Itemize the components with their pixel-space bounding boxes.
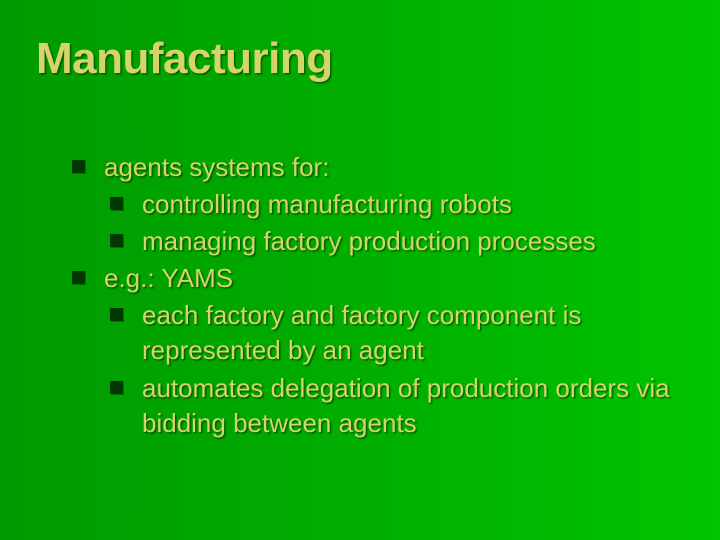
bullet-text: each factory and factory component is re… <box>142 300 581 365</box>
bullet-text: e.g.: YAMS <box>104 263 233 293</box>
bullet-text: agents systems for: <box>104 152 329 182</box>
bullet-item: each factory and factory component is re… <box>72 298 690 368</box>
bullet-item: managing factory production processes <box>72 224 690 259</box>
square-bullet-icon <box>110 197 123 210</box>
bullet-item: controlling manufacturing robots <box>72 187 690 222</box>
square-bullet-icon <box>110 381 123 394</box>
title-text: Manufacturing <box>36 34 333 83</box>
square-bullet-icon <box>72 271 85 284</box>
bullet-item: agents systems for: <box>72 150 690 185</box>
bullet-text: automates delegation of production order… <box>142 373 670 438</box>
bullet-item: automates delegation of production order… <box>72 371 690 441</box>
bullet-item: e.g.: YAMS <box>72 261 690 296</box>
square-bullet-icon <box>72 160 85 173</box>
slide-content: agents systems for: controlling manufact… <box>72 150 690 443</box>
square-bullet-icon <box>110 308 123 321</box>
bullet-text: controlling manufacturing robots <box>142 189 512 219</box>
bullet-text: managing factory production processes <box>142 226 596 256</box>
slide: Manufacturing agents systems for: contro… <box>0 0 720 540</box>
slide-title: Manufacturing <box>36 34 333 84</box>
square-bullet-icon <box>110 234 123 247</box>
